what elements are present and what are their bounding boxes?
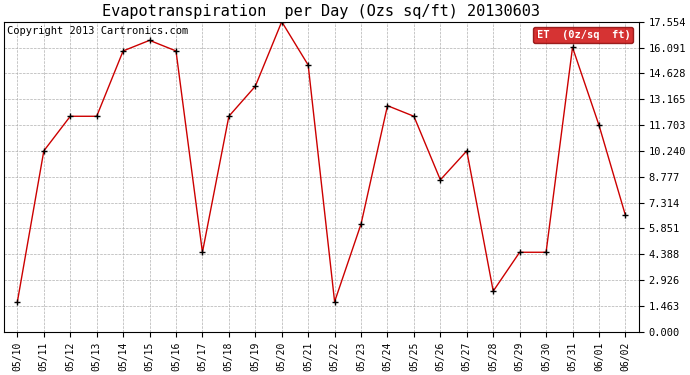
Text: Copyright 2013 Cartronics.com: Copyright 2013 Cartronics.com (8, 26, 188, 36)
Legend: ET  (0z/sq  ft): ET (0z/sq ft) (533, 27, 633, 43)
Title: Evapotranspiration  per Day (Ozs sq/ft) 20130603: Evapotranspiration per Day (Ozs sq/ft) 2… (102, 4, 540, 19)
